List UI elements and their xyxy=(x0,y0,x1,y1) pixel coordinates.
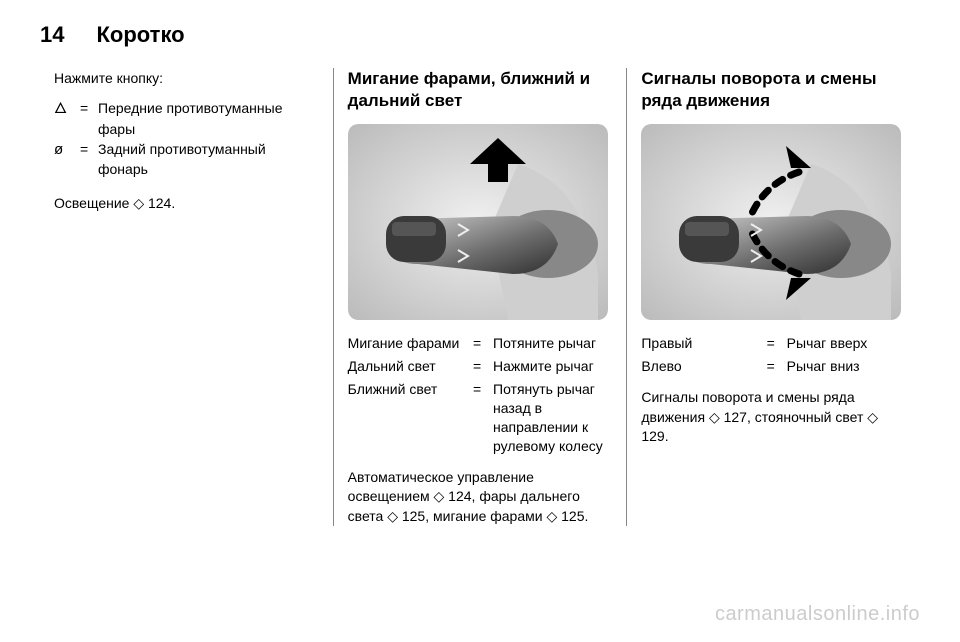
equals-sign: = xyxy=(767,334,781,353)
front-fog-desc: Передние противотуманные фары xyxy=(98,98,319,139)
col2-title: Мигание фарами, ближний и дальний свет xyxy=(348,68,613,112)
page-number: 14 xyxy=(40,22,64,48)
def-desc: Нажмите рычаг xyxy=(493,357,612,376)
rear-fog-desc: Задний противотуманный фонарь xyxy=(98,139,319,180)
rear-fog-icon: ø xyxy=(54,139,76,180)
def-desc: Потяните рычаг xyxy=(493,334,612,353)
def-label: Мигание фарами xyxy=(348,334,467,353)
equals-sign: = xyxy=(767,357,781,376)
fog-light-legend: 🜂 = Передние противотуманные фары ø = За… xyxy=(54,98,319,179)
column-3: Сигналы поворота и смены ряда движения xyxy=(626,68,920,526)
column-1: Нажмите кнопку: 🜂 = Передние противотума… xyxy=(40,68,333,526)
def-label: Дальний свет xyxy=(348,357,467,376)
equals-sign: = xyxy=(80,98,94,139)
def-label: Влево xyxy=(641,357,760,376)
col2-definitions: Мигание фарами = Потяните рычаг Дальний … xyxy=(348,334,613,455)
front-fog-icon: 🜂 xyxy=(54,98,76,139)
def-label: Правый xyxy=(641,334,760,353)
equals-sign: = xyxy=(80,139,94,180)
col3-reference: Сигналы поворота и смены ряда движения ◇… xyxy=(641,388,906,447)
chapter-title: Коротко xyxy=(96,22,184,48)
def-desc: Рычаг вверх xyxy=(787,334,906,353)
turn-signal-figure xyxy=(641,124,901,320)
equals-sign: = xyxy=(473,334,487,353)
col3-title: Сигналы поворота и смены ряда движения xyxy=(641,68,906,112)
def-desc: Потянуть рычаг назад в направлении к рул… xyxy=(493,380,612,456)
equals-sign: = xyxy=(473,357,487,376)
def-desc: Рычаг вниз xyxy=(787,357,906,376)
equals-sign: = xyxy=(473,380,487,456)
watermark-text: carmanualsonline.info xyxy=(715,603,920,626)
col2-reference: Автоматическое управление освещением ◇ 1… xyxy=(348,468,613,527)
def-label: Ближний свет xyxy=(348,380,467,456)
headlight-flash-figure xyxy=(348,124,608,320)
col3-definitions: Правый = Рычаг вверх Влево = Рычаг вниз xyxy=(641,334,906,376)
column-2: Мигание фарами, ближний и дальний свет xyxy=(333,68,627,526)
col1-intro: Нажмите кнопку: xyxy=(54,68,319,88)
col1-reference: Освещение ◇ 124. xyxy=(54,193,319,213)
